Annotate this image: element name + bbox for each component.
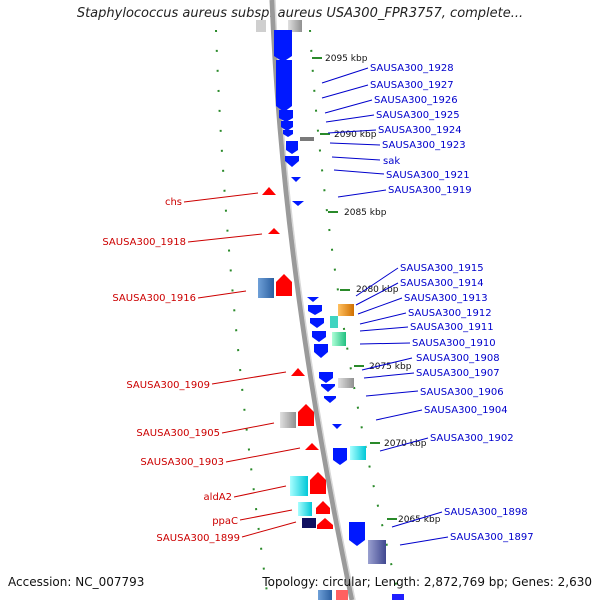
gene-block[interactable]	[332, 332, 346, 346]
gene-arrow[interactable]	[298, 404, 314, 426]
gene-arrow[interactable]	[316, 501, 330, 514]
gene-arrow[interactable]	[349, 522, 365, 546]
gene-block[interactable]	[298, 502, 312, 516]
gene-arrow[interactable]	[281, 121, 293, 131]
gene-label[interactable]: SAUSA300_1909	[126, 380, 210, 391]
gene-block[interactable]	[338, 304, 354, 316]
gene-label[interactable]: SAUSA300_1918	[102, 237, 186, 248]
scale-label: 2075 kbp	[369, 362, 412, 372]
gene-arrow[interactable]	[305, 443, 319, 450]
gene-label[interactable]: SAUSA300_1924	[378, 125, 462, 136]
gene-arrow[interactable]	[308, 305, 322, 315]
gene-block[interactable]	[368, 540, 386, 564]
left-label-leaders	[183, 192, 301, 538]
gene-arrow[interactable]	[283, 130, 293, 137]
gene-label[interactable]: SAUSA300_1915	[400, 263, 484, 274]
scale-label: 2090 kbp	[334, 130, 377, 140]
map-title: Staphylococcus aureus subsp. aureus USA3…	[76, 6, 524, 21]
gene-arrow[interactable]	[262, 187, 276, 195]
genome-summary-text: Topology: circular; Length: 2,872,769 bp…	[262, 575, 592, 589]
scale-label: 2080 kbp	[356, 285, 399, 295]
gene-label[interactable]: SAUSA300_1897	[450, 532, 534, 543]
gene-block[interactable]	[350, 446, 366, 460]
gene-arrow[interactable]	[319, 372, 333, 383]
gene-label[interactable]: SAUSA300_1912	[408, 308, 492, 319]
gene-arrow[interactable]	[291, 368, 305, 376]
gene-label[interactable]: SAUSA300_1911	[410, 322, 494, 333]
gene-arrow[interactable]	[332, 424, 342, 429]
gene-block[interactable]	[290, 476, 308, 496]
gene-label[interactable]: SAUSA300_1906	[420, 387, 504, 398]
gene-arrow[interactable]	[291, 177, 301, 182]
scale-label: 2065 kbp	[398, 515, 441, 525]
gene-label[interactable]: SAUSA300_1925	[376, 110, 460, 121]
gene-arrow[interactable]	[268, 228, 280, 234]
gene-arrow[interactable]	[292, 201, 304, 206]
gene-block[interactable]	[318, 590, 332, 600]
gene-label[interactable]: SAUSA300_1902	[430, 433, 514, 444]
gene-arrow[interactable]	[333, 448, 347, 465]
gene-label[interactable]: SAUSA300_1923	[382, 140, 466, 151]
gene-label[interactable]: SAUSA300_1905	[136, 428, 220, 439]
right-label-leaders	[321, 67, 449, 546]
gene-arrow[interactable]	[317, 518, 333, 529]
tick-track-left	[215, 29, 269, 600]
gene-label[interactable]: SAUSA300_1926	[374, 95, 458, 106]
gene-label[interactable]: SAUSA300_1899	[156, 533, 240, 544]
gene-label[interactable]: chs	[165, 197, 182, 208]
gene-label[interactable]: SAUSA300_1903	[140, 457, 224, 468]
gene-arrow[interactable]	[274, 30, 292, 62]
gene-label[interactable]: SAUSA300_1916	[112, 293, 196, 304]
gene-arrow[interactable]	[276, 274, 292, 296]
gene-label[interactable]: SAUSA300_1910	[412, 338, 496, 349]
gene-block[interactable]	[338, 378, 354, 388]
gene-block[interactable]	[392, 594, 404, 600]
gene-block[interactable]	[280, 412, 296, 428]
gene-arrow[interactable]	[321, 384, 335, 392]
gene-label[interactable]: SAUSA300_1921	[386, 170, 470, 181]
gene-arrow[interactable]	[285, 156, 299, 167]
gene-label[interactable]: SAUSA300_1898	[444, 507, 528, 518]
reverse-strand-genes	[274, 30, 365, 546]
gene-arrow[interactable]	[279, 110, 293, 122]
gene-label[interactable]: SAUSA300_1914	[400, 278, 484, 289]
gene-block[interactable]	[256, 20, 266, 32]
accession-text: Accession: NC_007793	[8, 575, 145, 589]
gene-label[interactable]: sak	[383, 156, 400, 167]
gene-label[interactable]: aldA2	[204, 492, 232, 503]
gene-label[interactable]: ppaC	[212, 516, 238, 527]
gene-arrow[interactable]	[310, 472, 326, 494]
gene-block[interactable]	[300, 137, 314, 141]
gene-block[interactable]	[258, 278, 274, 298]
left-gene-labels: chs SAUSA300_1918 SAUSA300_1916 SAUSA300…	[102, 197, 240, 544]
gene-label[interactable]: SAUSA300_1907	[416, 368, 500, 379]
gene-label[interactable]: SAUSA300_1908	[416, 353, 500, 364]
scale-label: 2085 kbp	[344, 208, 387, 218]
gene-arrow[interactable]	[286, 141, 298, 154]
gene-label[interactable]: SAUSA300_1919	[388, 185, 472, 196]
gene-arrow[interactable]	[314, 344, 328, 358]
gene-arrow[interactable]	[310, 318, 324, 328]
gene-label[interactable]: SAUSA300_1904	[424, 405, 508, 416]
gene-arrow[interactable]	[312, 331, 326, 342]
gene-arrow[interactable]	[276, 60, 292, 112]
forward-strand-genes	[262, 187, 333, 529]
gene-block[interactable]	[336, 590, 348, 600]
gene-block[interactable]	[302, 518, 316, 528]
gene-label[interactable]: SAUSA300_1913	[404, 293, 488, 304]
gene-arrow[interactable]	[324, 396, 336, 403]
gene-label[interactable]: SAUSA300_1928	[370, 63, 454, 74]
gene-block[interactable]	[288, 20, 302, 32]
gene-arrow[interactable]	[307, 297, 319, 302]
right-gene-labels: SAUSA300_1928 SAUSA300_1927 SAUSA300_192…	[370, 63, 534, 543]
gene-block[interactable]	[330, 316, 338, 328]
gene-label[interactable]: SAUSA300_1927	[370, 80, 454, 91]
scale-label: 2095 kbp	[325, 54, 368, 64]
